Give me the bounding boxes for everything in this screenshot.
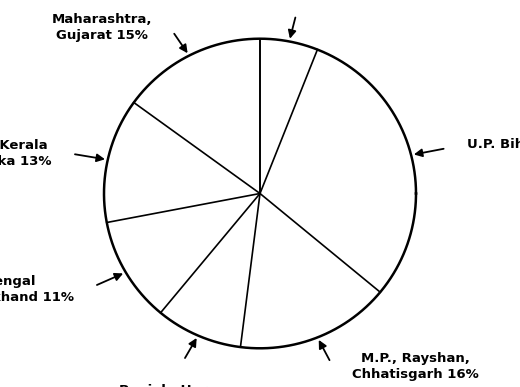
Text: M.P., Rayshan,
Chhatisgarh 16%: M.P., Rayshan, Chhatisgarh 16% [352, 352, 478, 381]
Text: Punjab, Haryana,
Delhi 9%: Punjab, Haryana, Delhi 9% [119, 384, 248, 387]
Text: West Bengal
Orissa, Jharkhand 11%: West Bengal Orissa, Jharkhand 11% [0, 276, 74, 305]
Text: AP. TN, Kerala
Karnataka 13%: AP. TN, Kerala Karnataka 13% [0, 139, 51, 168]
Text: U.P. Bihar 30%: U.P. Bihar 30% [467, 138, 520, 151]
Text: Maharashtra,
Gujarat 15%: Maharashtra, Gujarat 15% [51, 13, 152, 42]
